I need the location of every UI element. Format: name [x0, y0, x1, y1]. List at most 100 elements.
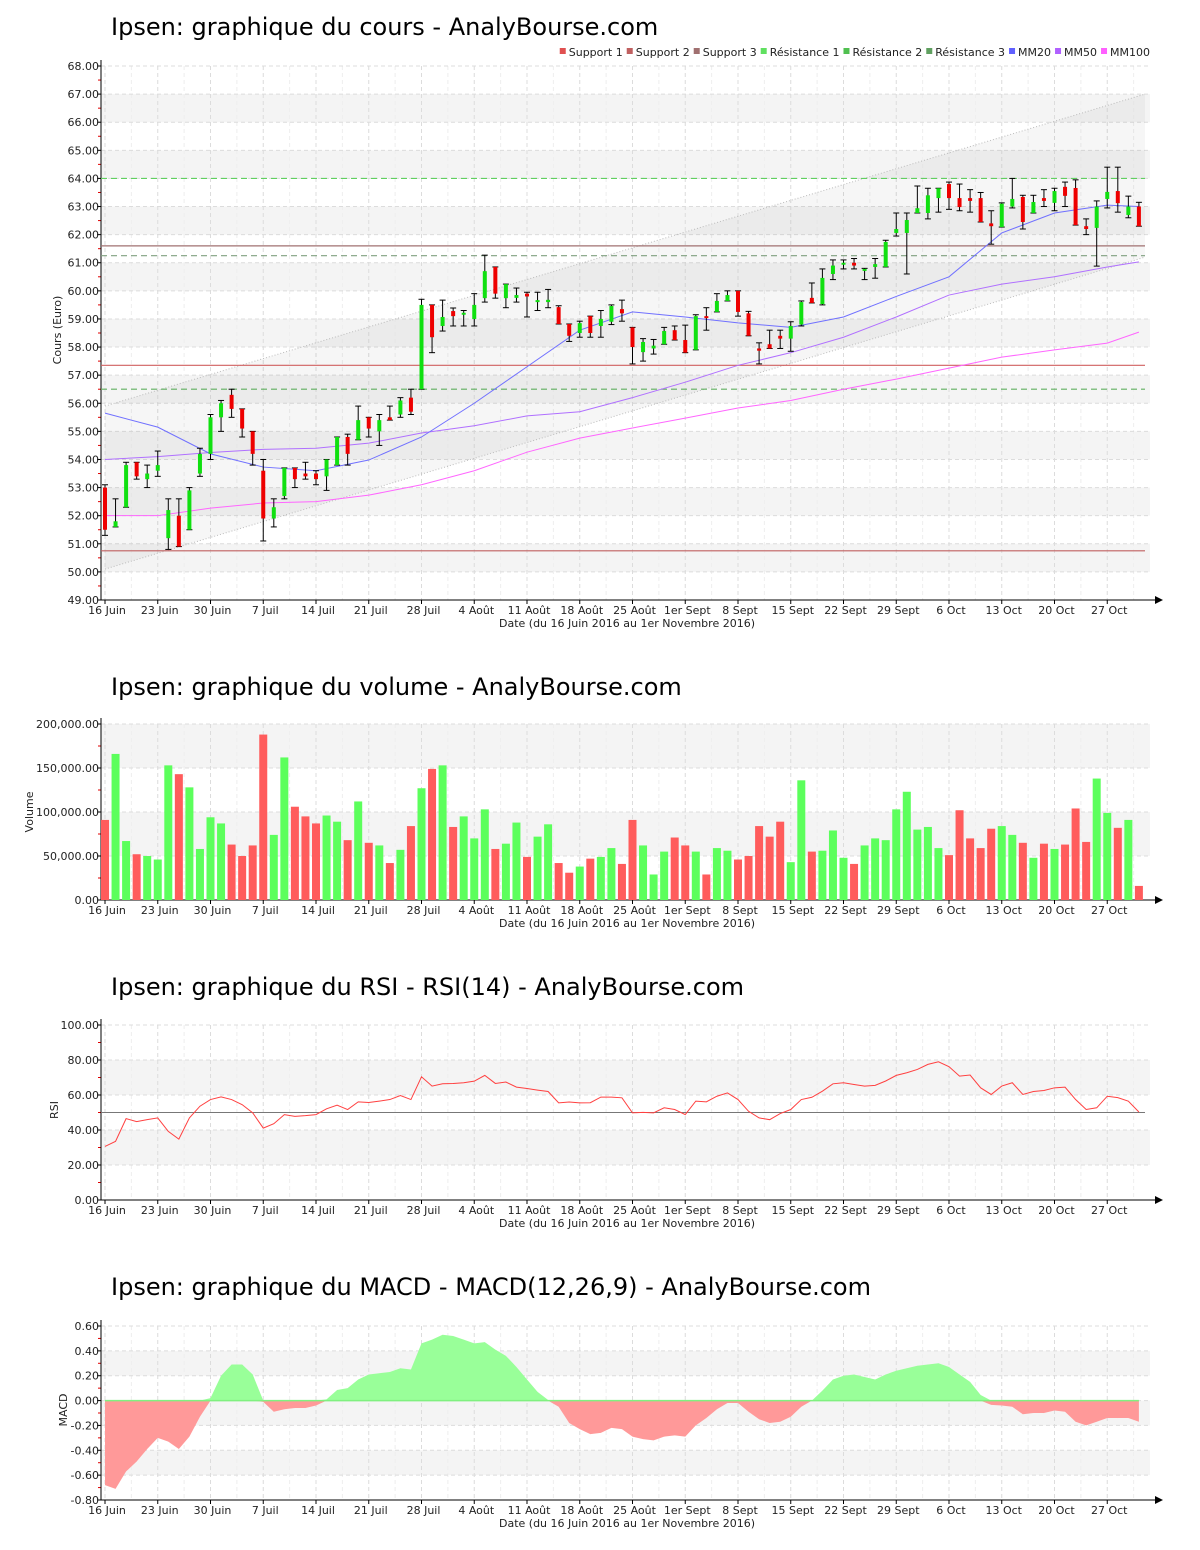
candle	[1051, 187, 1058, 212]
candle-body	[525, 293, 529, 297]
volume-bar	[354, 801, 363, 900]
candle-body	[261, 470, 266, 519]
candle	[407, 388, 414, 416]
x-tick-label: 20 Oct	[1038, 1204, 1075, 1217]
x-tick-label: 4 Août	[458, 604, 495, 617]
candle-body	[1031, 202, 1036, 213]
candle-body	[619, 309, 624, 314]
candle	[872, 258, 879, 279]
volume-bar	[1124, 819, 1133, 900]
x-tick-label: 22 Sept	[824, 904, 867, 917]
volume-bar	[153, 859, 162, 900]
candle-body	[1020, 196, 1025, 222]
candle-body	[862, 268, 867, 271]
volume-bar	[1050, 848, 1059, 900]
candle	[502, 283, 509, 309]
candle	[893, 212, 900, 237]
volume-bar	[385, 863, 394, 900]
candle-body	[609, 306, 614, 322]
candle	[977, 191, 984, 223]
candle-body	[430, 304, 435, 338]
y-tick-label: 0.40	[75, 1345, 100, 1358]
x-tick-label: 25 Août	[613, 1504, 657, 1517]
volume-bar	[987, 828, 996, 900]
candle	[988, 210, 995, 245]
volume-bar	[143, 856, 152, 900]
candle	[777, 329, 784, 349]
volume-bar	[892, 809, 901, 900]
candle	[218, 399, 225, 432]
y-tick-label: 0.00	[75, 1194, 100, 1207]
candle	[692, 314, 699, 351]
legend-label: Support 3	[703, 46, 757, 59]
x-tick-label: 28 Juil	[407, 904, 441, 917]
volume-bar	[554, 863, 563, 900]
trend-channel-lower	[104, 256, 1146, 570]
candle	[703, 307, 710, 331]
candle-body	[546, 299, 551, 303]
candle	[819, 268, 826, 306]
candle	[492, 266, 499, 299]
volume-bar	[649, 874, 658, 900]
volume-bar	[1071, 808, 1080, 900]
moving-average-mm100	[105, 331, 1140, 517]
x-axis-arrow-icon	[1155, 896, 1163, 904]
volume-bar	[923, 826, 932, 900]
volume-bar	[945, 855, 953, 900]
candle	[429, 304, 436, 354]
candle	[1125, 195, 1132, 219]
macd-chart-title: Ipsen: graphique du MACD - MACD(12,26,9)…	[111, 1273, 871, 1301]
x-tick-label: 7 Juil	[252, 1204, 279, 1217]
volume-bar	[966, 838, 975, 900]
x-tick-label: 30 Juin	[194, 604, 232, 617]
volume-bar	[206, 817, 215, 900]
macd-negative-area	[105, 1400, 1139, 1489]
candle-body	[1063, 186, 1068, 196]
candle	[787, 321, 794, 352]
price-x-axis-label: Date (du 16 Juin 2016 au 1er Novembre 20…	[499, 617, 755, 630]
legend-label: Support 2	[636, 46, 690, 59]
candle	[397, 397, 404, 418]
candle	[291, 467, 298, 489]
candle	[1104, 166, 1111, 209]
candle-body	[714, 300, 719, 312]
x-tick-label: 21 Juil	[354, 904, 388, 917]
candle-body	[356, 420, 361, 440]
x-tick-label: 29 Sept	[877, 1204, 920, 1217]
candle-body	[778, 335, 783, 339]
candle	[650, 338, 657, 355]
candle	[1093, 200, 1100, 267]
candle	[924, 187, 931, 220]
x-tick-label: 21 Juil	[354, 1204, 388, 1217]
candle	[808, 282, 815, 304]
candle	[123, 461, 130, 508]
x-tick-label: 16 Juin	[88, 1204, 126, 1217]
candle-body	[1094, 206, 1099, 228]
x-tick-label: 25 Août	[613, 1204, 657, 1217]
y-tick-label: 80.00	[68, 1054, 100, 1067]
moving-average-mm20	[104, 204, 1139, 472]
candle	[998, 202, 1005, 228]
volume-bar	[902, 791, 911, 900]
y-tick-label: 62.00	[68, 229, 100, 242]
legend-label: Résistance 3	[935, 46, 1005, 59]
x-tick-label: 16 Juin	[88, 604, 126, 617]
candle	[682, 324, 689, 354]
candle	[745, 310, 752, 337]
volume-bar	[164, 765, 173, 900]
legend-swatch	[1055, 48, 1062, 54]
y-tick-label: 65.00	[68, 144, 100, 157]
candle-body	[208, 417, 213, 454]
candle	[102, 484, 108, 536]
rsi-chart-title: Ipsen: graphique du RSI - RSI(14) - Anal…	[111, 973, 744, 1001]
y-tick-label: 52.00	[68, 510, 100, 523]
legend-label: Support 1	[569, 46, 623, 59]
candle-body	[292, 467, 297, 480]
volume-bar	[533, 836, 542, 900]
candle-body	[915, 208, 920, 213]
volume-bar	[174, 774, 183, 900]
candle-body	[250, 431, 255, 454]
candle	[956, 183, 963, 212]
volume-bar	[744, 856, 753, 900]
x-tick-label: 8 Sept	[722, 1204, 758, 1217]
